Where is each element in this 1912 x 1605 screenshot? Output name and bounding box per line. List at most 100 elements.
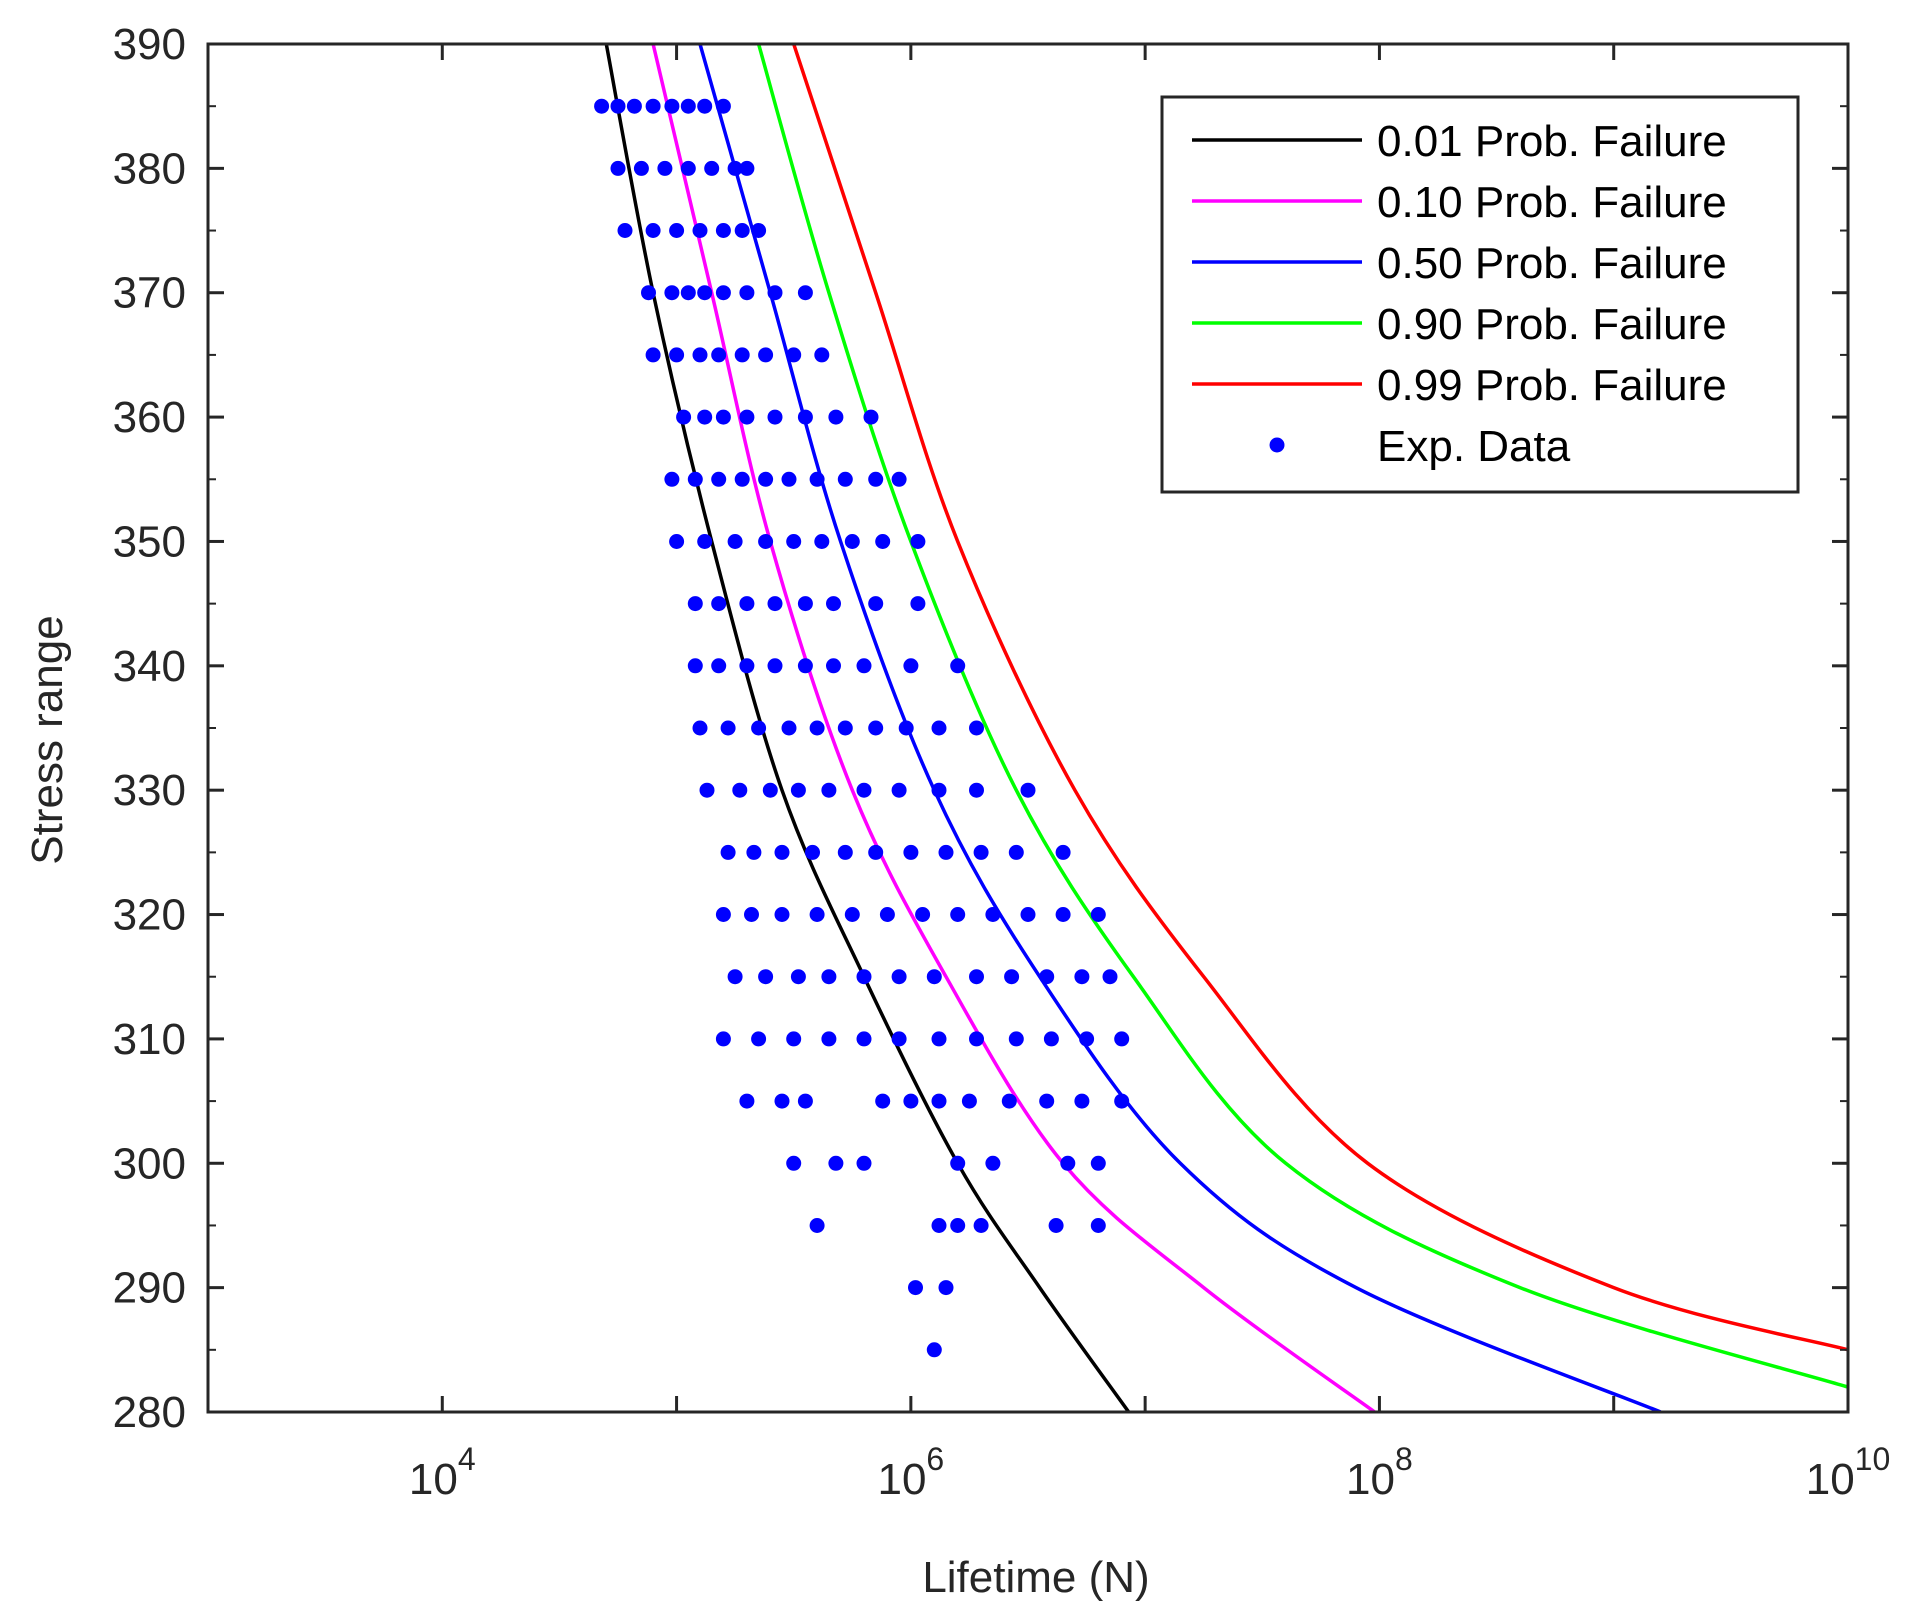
exp-data-point xyxy=(692,347,708,363)
exp-data-point xyxy=(1079,1031,1095,1047)
exp-data-point xyxy=(844,907,860,922)
exp-data-point xyxy=(926,969,942,985)
exp-data-point xyxy=(961,1093,977,1109)
exp-data-point xyxy=(715,409,731,425)
exp-data-point xyxy=(938,844,954,860)
exp-data-point xyxy=(739,658,755,674)
exp-data-point xyxy=(758,347,774,363)
exp-data-point xyxy=(758,471,774,487)
exp-data-point xyxy=(826,596,841,612)
exp-data-point xyxy=(715,223,731,238)
exp-data-point xyxy=(809,907,825,922)
exp-data-point xyxy=(610,98,626,114)
y-axis-label: Stress range xyxy=(23,615,72,864)
exp-data-point xyxy=(1039,969,1055,985)
exp-data-point xyxy=(758,969,774,985)
exp-data-point xyxy=(1055,907,1071,922)
exp-data-point xyxy=(645,347,661,363)
exp-data-point xyxy=(837,471,853,487)
exp-data-point xyxy=(1048,1218,1064,1233)
exp-data-point xyxy=(767,596,783,612)
legend: 0.01 Prob. Failure 0.10 Prob. Failure 0.50… xyxy=(1160,95,1800,494)
y-tick-label: 370 xyxy=(113,269,186,318)
exp-data-point xyxy=(727,534,743,549)
exp-data-point xyxy=(809,471,825,487)
exp-data-point xyxy=(875,534,891,549)
exp-data-point xyxy=(680,160,696,176)
exp-data-point xyxy=(809,1218,825,1233)
exp-data-point xyxy=(715,98,731,114)
exp-data-point xyxy=(781,471,797,487)
exp-data-point xyxy=(856,969,872,985)
exp-data-point xyxy=(797,1093,813,1109)
exp-data-point xyxy=(786,1031,802,1047)
exp-data-point xyxy=(828,1155,844,1171)
y-tick-label: 290 xyxy=(113,1264,186,1313)
exp-data-point xyxy=(875,1093,891,1109)
x-tick-label: 1010 xyxy=(1806,1441,1891,1504)
exp-data-point xyxy=(758,534,774,549)
exp-data-point xyxy=(751,720,767,736)
exp-data-point xyxy=(1043,1031,1059,1047)
exp-data-point xyxy=(739,1093,755,1109)
exp-data-point xyxy=(1114,1031,1130,1047)
legend-box xyxy=(1160,95,1800,494)
exp-data-point xyxy=(1008,1031,1024,1047)
x-axis-label: Lifetime (N) xyxy=(922,1553,1149,1602)
exp-data-point xyxy=(891,1031,907,1047)
exp-data-point xyxy=(727,969,743,985)
exp-data-point xyxy=(969,969,984,985)
exp-data-point xyxy=(669,347,685,363)
exp-data-point xyxy=(844,534,860,549)
exp-data-point xyxy=(739,285,755,301)
exp-data-point xyxy=(767,409,783,425)
exp-data-point xyxy=(950,1155,966,1171)
y-tick-label: 280 xyxy=(113,1388,186,1437)
exp-data-point xyxy=(797,409,813,425)
exp-data-point xyxy=(931,720,947,736)
exp-data-point xyxy=(856,1155,872,1171)
exp-data-point xyxy=(1090,907,1106,922)
y-tick-label: 320 xyxy=(113,891,186,940)
exp-data-point xyxy=(676,409,692,425)
exp-data-point xyxy=(744,907,759,922)
x-tick-label: 108 xyxy=(1346,1441,1413,1504)
exp-data-point xyxy=(692,223,708,238)
exp-data-point xyxy=(821,1031,837,1047)
exp-data-point xyxy=(594,98,610,114)
exp-data-point xyxy=(739,596,755,612)
legend-label-1: 0.01 Prob. Failure xyxy=(1377,117,1727,166)
exp-data-point xyxy=(786,534,802,549)
y-tick-label: 310 xyxy=(113,1015,186,1064)
exp-data-point xyxy=(969,782,984,798)
legend-marker-exp-data xyxy=(1269,437,1285,453)
y-tick-label: 340 xyxy=(113,642,186,691)
exp-data-point xyxy=(837,844,853,860)
exp-data-point xyxy=(692,720,708,736)
y-tick-label: 350 xyxy=(113,517,186,566)
exp-data-point xyxy=(1001,1093,1017,1109)
exp-data-point xyxy=(739,160,755,176)
exp-data-point xyxy=(969,1031,984,1047)
legend-label-exp-data: Exp. Data xyxy=(1377,422,1571,471)
x-tick-label: 104 xyxy=(409,1441,476,1504)
exp-data-point xyxy=(1060,1155,1076,1171)
exp-data-point xyxy=(1004,969,1020,985)
x-tick-base: 10 xyxy=(1346,1455,1395,1504)
exp-data-point xyxy=(669,223,685,238)
exp-data-point xyxy=(720,720,736,736)
exp-data-point xyxy=(931,782,947,798)
exp-data-point xyxy=(910,534,926,549)
exp-data-point xyxy=(950,1218,966,1233)
exp-data-point xyxy=(781,720,797,736)
exp-data-point xyxy=(751,223,767,238)
exp-data-point xyxy=(891,969,907,985)
exp-data-point xyxy=(790,782,806,798)
exp-data-point xyxy=(664,98,680,114)
x-tick-base: 10 xyxy=(409,1455,458,1504)
exp-data-point xyxy=(856,658,872,674)
exp-data-point xyxy=(786,347,802,363)
exp-data-point xyxy=(669,534,685,549)
exp-data-point xyxy=(1020,782,1036,798)
